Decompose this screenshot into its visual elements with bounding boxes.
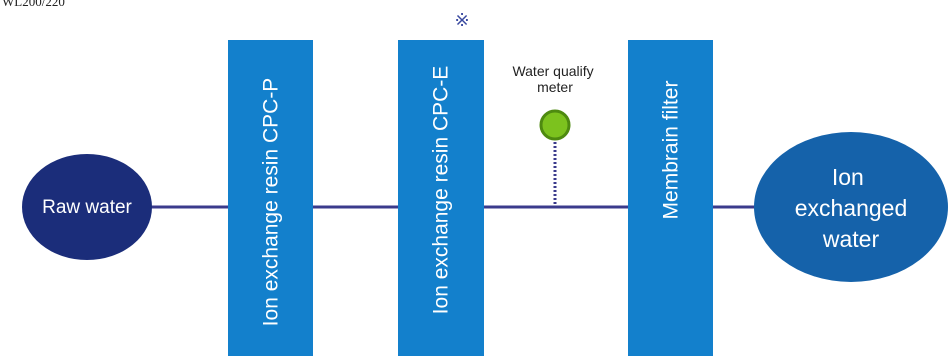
meter-label: Water qualify meter <box>512 63 597 95</box>
resin-p-label: Ion exchange resin CPC-P <box>260 78 283 327</box>
ion-water-label-text: Ion <box>832 164 864 190</box>
resin-p-box <box>228 40 313 356</box>
resin-e-label: Ion exchange resin CPC-E <box>430 66 453 315</box>
filter-label: Membrain filter <box>660 81 683 220</box>
label-line: water <box>822 226 880 252</box>
filter-box <box>628 40 713 356</box>
label-line: meter <box>537 79 573 95</box>
note-mark: ※ <box>454 10 469 30</box>
raw-water-label: Raw water <box>42 197 132 218</box>
ion-water <box>754 132 948 282</box>
meter-label-text: Water qualify <box>512 63 593 79</box>
ion-water-label: Ion exchanged water <box>795 164 908 252</box>
label-line: exchanged <box>795 195 908 221</box>
resin-e-box <box>398 40 484 356</box>
meter <box>539 109 571 141</box>
model-label: WL200/220 <box>2 0 65 9</box>
raw-water <box>22 154 152 260</box>
